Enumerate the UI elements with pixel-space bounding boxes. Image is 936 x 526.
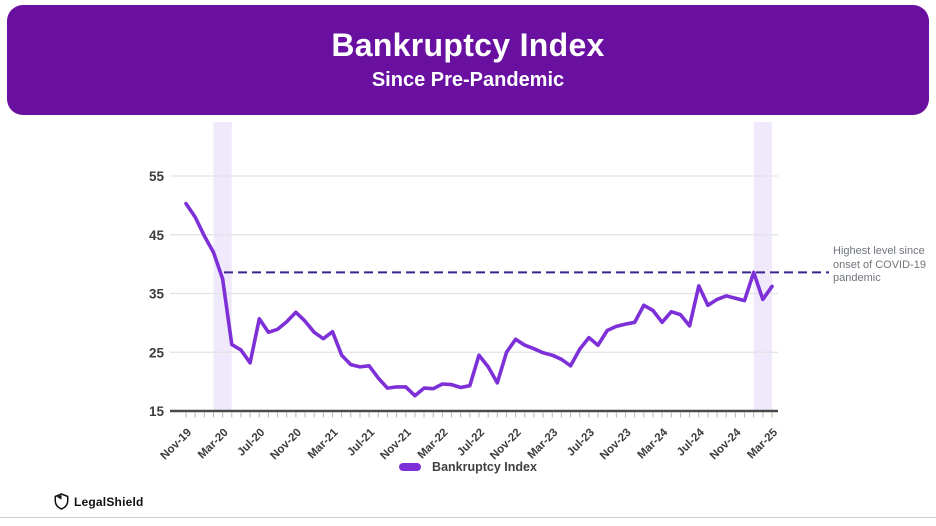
highlight-band xyxy=(213,122,232,411)
chart-title: Bankruptcy Index xyxy=(331,27,605,63)
header-banner: Bankruptcy Index Since Pre-Pandemic xyxy=(7,5,929,115)
peak-annotation: Highest level since onset of COVID-19 pa… xyxy=(833,245,926,284)
x-axis-tick-label: Nov-22 xyxy=(488,427,524,463)
x-axis-tick-label: Mar-25 xyxy=(745,426,780,461)
y-axis-tick-label: 35 xyxy=(149,287,165,302)
x-axis-tick-label: Nov-21 xyxy=(378,426,414,462)
y-axis-tick-label: 55 xyxy=(149,169,165,184)
x-axis-tick-label: Jul-24 xyxy=(675,426,707,458)
chart-subtitle: Since Pre-Pandemic xyxy=(371,69,565,91)
x-axis-tick-label: Jul-23 xyxy=(565,427,597,459)
x-axis-tick-label: Mar-21 xyxy=(306,426,341,461)
legend-swatch xyxy=(399,463,422,471)
bottom-divider xyxy=(0,517,936,518)
bankruptcy-index-series-line xyxy=(184,201,774,398)
legend-label: Bankruptcy Index xyxy=(432,460,537,474)
x-axis-tick-label: Nov-23 xyxy=(598,427,634,463)
x-axis-tick-label: Mar-22 xyxy=(416,427,451,462)
brand-logo: LegalShield xyxy=(54,493,144,510)
x-axis-tick-label: Mar-23 xyxy=(526,427,561,462)
highlight-band xyxy=(753,122,772,411)
shield-icon xyxy=(54,493,69,510)
chart-legend: Bankruptcy Index xyxy=(0,458,936,476)
x-axis-tick-label: Mar-24 xyxy=(636,426,671,461)
x-axis-tick-label: Nov-24 xyxy=(708,426,744,462)
brand-name: LegalShield xyxy=(74,494,144,509)
y-axis-tick-label: 15 xyxy=(149,404,165,419)
x-axis-tick-label: Jul-21 xyxy=(345,426,377,458)
y-axis-tick-label: 25 xyxy=(149,345,165,360)
x-axis-tick-label: Nov-20 xyxy=(268,427,304,463)
y-axis-tick-label: 45 xyxy=(149,228,165,243)
x-axis-tick-label: Nov-19 xyxy=(159,427,195,463)
x-axis-tick-label: Jul-22 xyxy=(455,427,487,459)
x-axis-tick-label: Jul-20 xyxy=(235,427,267,459)
x-axis-tick-label: Mar-20 xyxy=(196,427,231,462)
